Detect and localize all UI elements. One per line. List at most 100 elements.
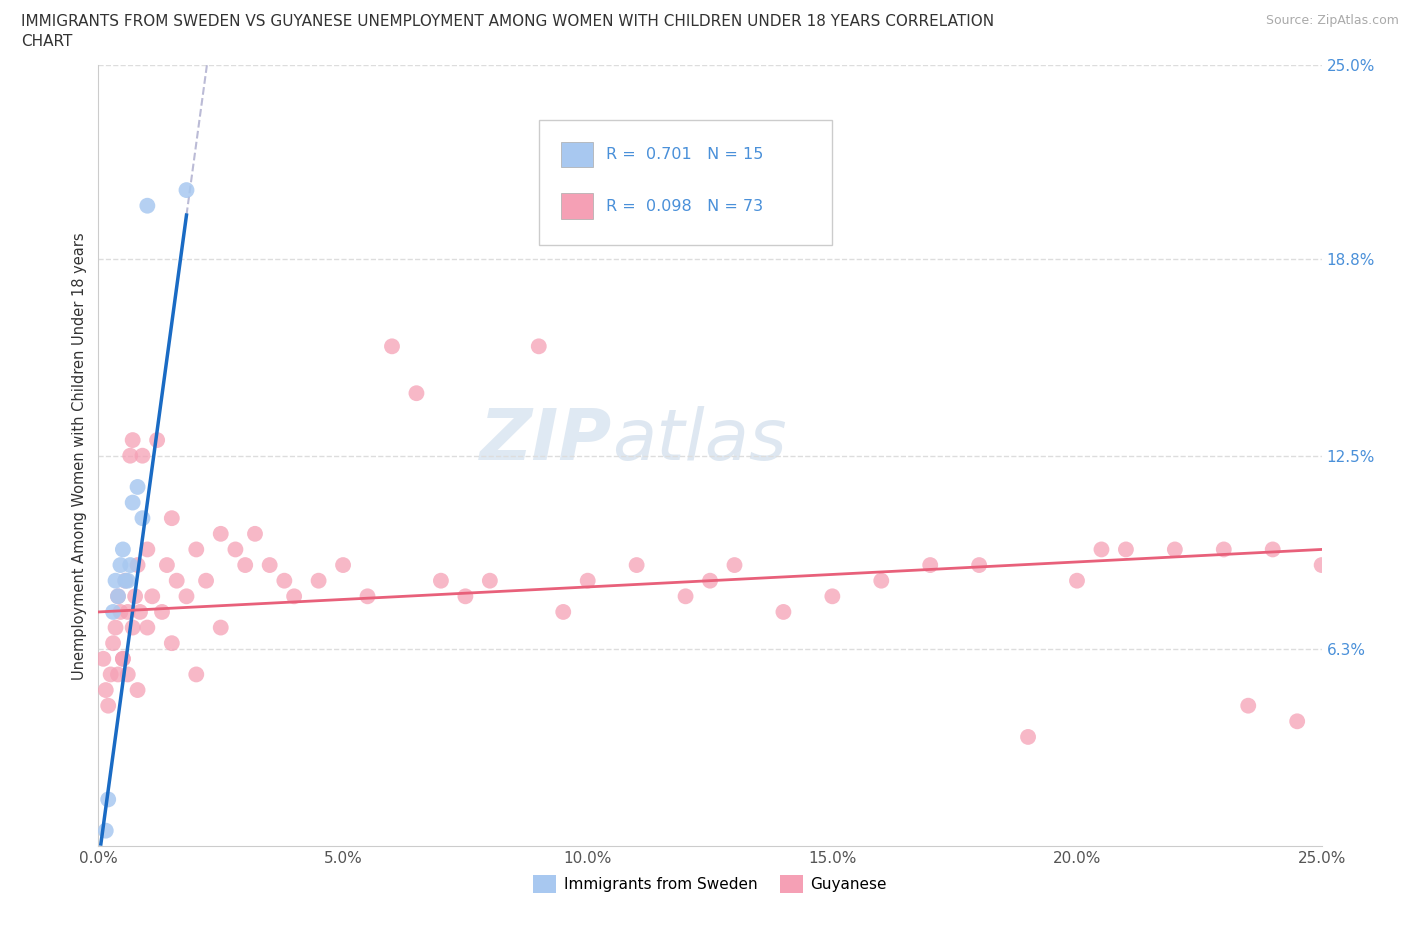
Point xyxy=(176,182,198,197)
Point xyxy=(273,573,295,588)
Point xyxy=(967,558,990,573)
Point xyxy=(699,573,721,588)
FancyBboxPatch shape xyxy=(561,142,592,167)
Point xyxy=(454,589,477,604)
Point xyxy=(141,589,163,604)
Point xyxy=(430,573,453,588)
Point xyxy=(120,558,142,573)
Point xyxy=(111,542,134,557)
Text: CHART: CHART xyxy=(21,34,73,49)
Point xyxy=(527,339,550,353)
Point xyxy=(233,558,256,573)
Point xyxy=(121,620,143,635)
Point xyxy=(675,589,697,604)
Point xyxy=(772,604,794,619)
Point xyxy=(1115,542,1137,557)
Point xyxy=(150,604,173,619)
Point xyxy=(121,432,143,447)
Point xyxy=(1286,714,1309,729)
Point xyxy=(117,573,139,588)
Point xyxy=(259,558,281,573)
Point xyxy=(107,667,129,682)
Point xyxy=(1066,573,1088,588)
Point xyxy=(332,558,354,573)
Text: R =  0.701   N = 15: R = 0.701 N = 15 xyxy=(606,147,763,162)
Point xyxy=(131,448,153,463)
Point xyxy=(1164,542,1187,557)
FancyBboxPatch shape xyxy=(538,120,832,245)
Point xyxy=(283,589,305,604)
Point xyxy=(821,589,844,604)
Point xyxy=(308,573,330,588)
Point xyxy=(136,198,159,213)
Point xyxy=(381,339,404,353)
Point xyxy=(124,589,146,604)
Point xyxy=(111,651,134,666)
Point xyxy=(111,651,134,666)
Point xyxy=(104,573,127,588)
Point xyxy=(129,604,152,619)
Point xyxy=(723,558,745,573)
Point xyxy=(576,573,599,588)
Point xyxy=(209,526,232,541)
Point xyxy=(117,604,139,619)
Point xyxy=(1237,698,1260,713)
Point xyxy=(1310,558,1333,573)
FancyBboxPatch shape xyxy=(561,193,592,219)
Point xyxy=(97,792,120,807)
Point xyxy=(120,448,142,463)
Text: Source: ZipAtlas.com: Source: ZipAtlas.com xyxy=(1265,14,1399,27)
Point xyxy=(186,542,208,557)
Point xyxy=(91,651,114,666)
Point xyxy=(553,604,575,619)
Point xyxy=(117,667,139,682)
Point xyxy=(243,526,266,541)
Legend: Immigrants from Sweden, Guyanese: Immigrants from Sweden, Guyanese xyxy=(533,875,887,894)
Point xyxy=(114,573,136,588)
Point xyxy=(920,558,942,573)
Point xyxy=(626,558,648,573)
Point xyxy=(107,589,129,604)
Point xyxy=(356,589,378,604)
Point xyxy=(107,589,129,604)
Point xyxy=(166,573,188,588)
Point xyxy=(224,542,246,557)
Text: IMMIGRANTS FROM SWEDEN VS GUYANESE UNEMPLOYMENT AMONG WOMEN WITH CHILDREN UNDER : IMMIGRANTS FROM SWEDEN VS GUYANESE UNEMP… xyxy=(21,14,994,29)
Point xyxy=(97,698,120,713)
Point xyxy=(195,573,218,588)
Point xyxy=(127,683,149,698)
Point xyxy=(104,620,127,635)
Point xyxy=(1261,542,1284,557)
Point xyxy=(94,823,117,838)
Point xyxy=(160,636,183,651)
Y-axis label: Unemployment Among Women with Children Under 18 years: Unemployment Among Women with Children U… xyxy=(72,232,87,680)
Point xyxy=(110,558,132,573)
Point xyxy=(100,667,122,682)
Point xyxy=(131,511,153,525)
Point xyxy=(209,620,232,635)
Point xyxy=(127,480,149,495)
Point xyxy=(101,636,124,651)
Point xyxy=(156,558,179,573)
Point xyxy=(176,589,198,604)
Point xyxy=(1017,729,1039,744)
Point xyxy=(186,667,208,682)
Point xyxy=(101,604,124,619)
Point xyxy=(478,573,501,588)
Point xyxy=(1212,542,1234,557)
Point xyxy=(146,432,169,447)
Point xyxy=(136,620,159,635)
Point xyxy=(405,386,427,401)
Text: atlas: atlas xyxy=(612,405,787,474)
Point xyxy=(94,683,117,698)
Point xyxy=(110,604,132,619)
Point xyxy=(136,542,159,557)
Point xyxy=(127,558,149,573)
Text: R =  0.098   N = 73: R = 0.098 N = 73 xyxy=(606,199,763,214)
Point xyxy=(870,573,893,588)
Point xyxy=(114,573,136,588)
Point xyxy=(121,495,143,510)
Point xyxy=(160,511,183,525)
Point xyxy=(1090,542,1112,557)
Text: ZIP: ZIP xyxy=(479,405,612,474)
